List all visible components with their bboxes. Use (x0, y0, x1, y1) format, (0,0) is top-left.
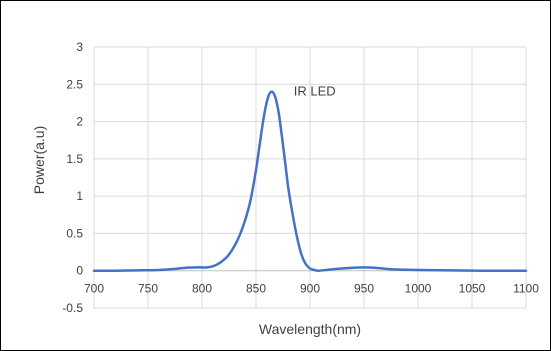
x-axis-title: Wavelength(nm) (259, 321, 361, 337)
annotation-label: IR LED (294, 83, 336, 98)
x-tick-label: 1100 (513, 282, 539, 296)
y-axis-title: Power(a.u) (31, 126, 47, 194)
x-tick-label: 850 (246, 282, 266, 296)
x-tick-label: 800 (192, 282, 212, 296)
x-tick-label: 700 (84, 282, 104, 296)
y-tick-labels: -0.5 0 0.5 1 1.5 2 2.5 3 (62, 40, 83, 315)
y-tick-label: 1 (76, 189, 83, 203)
x-tick-label: 950 (354, 282, 374, 296)
y-tick-label: 3 (76, 40, 83, 54)
x-tick-labels: 700 750 800 850 900 950 1000 1050 1100 (84, 282, 539, 296)
x-tick-label: 900 (300, 282, 320, 296)
y-tick-label: 2.5 (66, 77, 83, 91)
y-tick-label: 0.5 (66, 226, 83, 240)
x-tick-label: 1000 (405, 282, 432, 296)
series-line (92, 90, 528, 272)
y-tick-label: 1.5 (66, 152, 83, 166)
series-layer (92, 90, 528, 272)
annotations: IR LED (294, 83, 336, 98)
y-tick-label: 0 (76, 264, 83, 278)
y-tick-label: 2 (76, 115, 83, 129)
x-tick-label: 1050 (459, 282, 486, 296)
grid (93, 46, 527, 309)
y-tick-label: -0.5 (62, 301, 83, 315)
x-tick-label: 750 (138, 282, 158, 296)
